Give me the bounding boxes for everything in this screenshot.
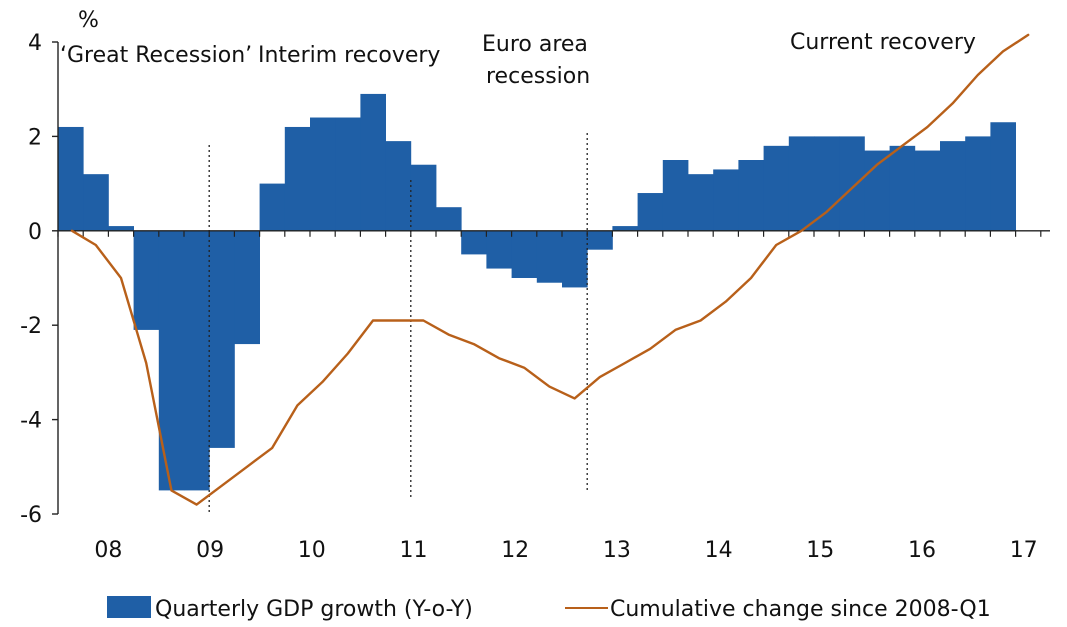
y-tick-label: -6	[20, 503, 42, 528]
bar-2016-Q1	[864, 150, 890, 231]
period-label-great-recession: ‘Great Recession’	[60, 43, 252, 68]
y-tick-label: 0	[28, 220, 42, 245]
period-label-current-recovery: Current recovery	[790, 30, 976, 55]
legend-label-gdp-growth: Quarterly GDP growth (Y-o-Y)	[155, 597, 473, 622]
bar-2011-Q3	[410, 164, 437, 231]
x-tick-label: 11	[400, 538, 428, 563]
bar-2011-Q1	[360, 93, 386, 231]
bar-2010-Q2	[284, 126, 311, 231]
period-label-euro-area-line1: Euro area	[482, 32, 588, 57]
x-tick-label: 14	[705, 538, 733, 563]
x-tick-label: 12	[501, 538, 529, 563]
bar-2016-Q2	[889, 145, 916, 231]
line-layer	[70, 33, 1030, 506]
bar-2009-Q2	[184, 230, 210, 491]
cumulative-change-line	[70, 33, 1030, 506]
x-tick-label: 15	[806, 538, 834, 563]
bar-2016-Q3	[914, 150, 941, 231]
y-tick-label: 4	[28, 31, 42, 56]
bar-2012-Q2	[486, 230, 512, 269]
x-tick-label: 13	[603, 538, 631, 563]
bar-2012-Q4	[536, 230, 563, 283]
bar-2013-Q3	[612, 226, 638, 231]
bar-2015-Q2	[788, 136, 815, 231]
bars-layer	[58, 93, 1016, 491]
bar-2010-Q1	[259, 183, 286, 231]
period-dividers	[208, 133, 588, 512]
bar-2012-Q1	[461, 230, 487, 255]
period-label-interim-recovery: Interim recovery	[258, 43, 440, 68]
legend-label-cumulative-change: Cumulative change since 2008-Q1	[610, 597, 991, 622]
y-tick-label: -4	[20, 409, 42, 434]
bar-2010-Q3	[310, 117, 336, 231]
bar-2015-Q3	[814, 136, 840, 231]
y-tick-label: 2	[28, 125, 42, 150]
bar-2009-Q4	[234, 230, 260, 345]
x-tick-label: 08	[94, 538, 122, 563]
y-tick-label: -2	[20, 314, 42, 339]
bar-2008-Q1	[58, 126, 84, 231]
bar-2011-Q2	[385, 141, 412, 231]
bar-2017-Q2	[990, 122, 1016, 231]
bar-2017-Q1	[965, 136, 991, 231]
bar-2016-Q4	[940, 141, 966, 231]
bar-2015-Q4	[839, 136, 865, 231]
bar-2014-Q2	[688, 174, 714, 231]
x-tick-label: 17	[1010, 538, 1038, 563]
bar-2013-Q4	[637, 193, 664, 231]
period-label-euro-area-line2: recession	[486, 64, 590, 89]
bar-2010-Q4	[335, 117, 361, 231]
bar-2008-Q3	[108, 226, 134, 231]
x-tick-label: 09	[196, 538, 224, 563]
bar-2008-Q2	[83, 174, 109, 231]
bar-2014-Q3	[713, 169, 739, 231]
x-tick-label: 16	[908, 538, 936, 563]
bar-2014-Q1	[662, 160, 689, 231]
y-unit-label: %	[78, 8, 99, 33]
bar-2015-Q1	[763, 145, 790, 231]
bar-2014-Q4	[738, 160, 764, 231]
bar-2012-Q3	[511, 230, 538, 278]
bar-2008-Q4	[133, 230, 160, 330]
legend-swatch-bar	[107, 596, 151, 618]
legend: Quarterly GDP growth (Y-o-Y) Cumulative …	[107, 596, 991, 622]
bar-2011-Q4	[436, 207, 462, 231]
bar-2009-Q3	[209, 230, 235, 448]
bar-2013-Q1	[562, 230, 588, 288]
x-tick-label: 10	[298, 538, 326, 563]
text-layer: % ‘Great Recession’ Interim recovery Eur…	[60, 8, 976, 89]
bar-2013-Q2	[587, 230, 613, 250]
axis-layer: 4 2 0 -2 -4 -6 08 09 10 11 12 13 14 15 16 17	[20, 31, 1050, 563]
